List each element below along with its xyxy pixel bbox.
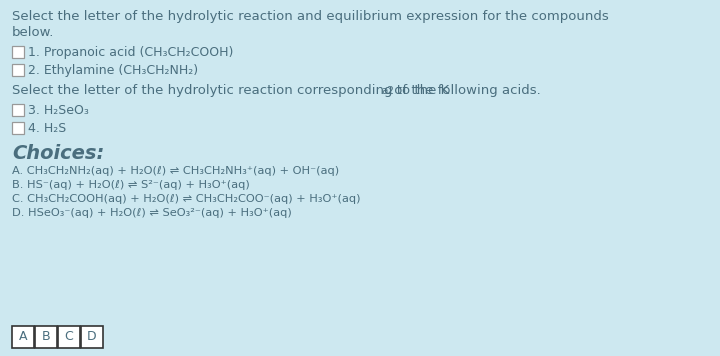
- Text: 3. H₂SeO₃: 3. H₂SeO₃: [28, 104, 89, 117]
- Text: B. HS⁻(aq) + H₂O(ℓ) ⇌ S²⁻(aq) + H₃O⁺(aq): B. HS⁻(aq) + H₂O(ℓ) ⇌ S²⁻(aq) + H₃O⁺(aq): [12, 180, 250, 190]
- Text: Select the letter of the hydrolytic reaction and equilibrium expression for the : Select the letter of the hydrolytic reac…: [12, 10, 608, 23]
- Text: Choices:: Choices:: [12, 144, 104, 163]
- Text: below.: below.: [12, 26, 55, 39]
- Text: 1. Propanoic acid (CH₃CH₂COOH): 1. Propanoic acid (CH₃CH₂COOH): [28, 46, 233, 59]
- FancyBboxPatch shape: [12, 326, 34, 348]
- FancyBboxPatch shape: [12, 104, 24, 116]
- FancyBboxPatch shape: [58, 326, 80, 348]
- FancyBboxPatch shape: [12, 64, 24, 76]
- FancyBboxPatch shape: [35, 326, 57, 348]
- Text: C. CH₃CH₂COOH(aq) + H₂O(ℓ) ⇌ CH₃CH₂COO⁻(aq) + H₃O⁺(aq): C. CH₃CH₂COOH(aq) + H₂O(ℓ) ⇌ CH₃CH₂COO⁻(…: [12, 194, 361, 204]
- FancyBboxPatch shape: [12, 122, 24, 134]
- Text: B: B: [42, 330, 50, 344]
- Text: 4. H₂S: 4. H₂S: [28, 122, 66, 135]
- Text: D: D: [87, 330, 96, 344]
- FancyBboxPatch shape: [81, 326, 103, 348]
- Text: of the following acids.: of the following acids.: [390, 84, 541, 97]
- Text: Select the letter of the hydrolytic reaction corresponding to the K: Select the letter of the hydrolytic reac…: [12, 84, 449, 97]
- FancyBboxPatch shape: [12, 46, 24, 58]
- Text: 2. Ethylamine (CH₃CH₂NH₂): 2. Ethylamine (CH₃CH₂NH₂): [28, 64, 198, 77]
- Text: D. HSeO₃⁻(aq) + H₂O(ℓ) ⇌ SeO₃²⁻(aq) + H₃O⁺(aq): D. HSeO₃⁻(aq) + H₂O(ℓ) ⇌ SeO₃²⁻(aq) + H₃…: [12, 208, 292, 218]
- Text: a2: a2: [382, 86, 395, 96]
- Text: A: A: [19, 330, 27, 344]
- Text: C: C: [65, 330, 73, 344]
- Text: A. CH₃CH₂NH₂(aq) + H₂O(ℓ) ⇌ CH₃CH₂NH₃⁺(aq) + OH⁻(aq): A. CH₃CH₂NH₂(aq) + H₂O(ℓ) ⇌ CH₃CH₂NH₃⁺(a…: [12, 166, 339, 176]
